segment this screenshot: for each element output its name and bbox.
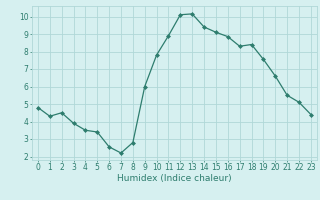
X-axis label: Humidex (Indice chaleur): Humidex (Indice chaleur) bbox=[117, 174, 232, 183]
